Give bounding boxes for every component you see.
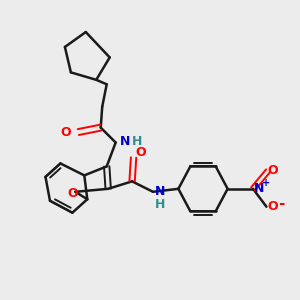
Text: N: N bbox=[254, 182, 264, 195]
Text: O: O bbox=[61, 127, 71, 140]
Text: N: N bbox=[120, 135, 130, 148]
Text: +: + bbox=[262, 178, 270, 188]
Text: N: N bbox=[154, 185, 165, 198]
Text: H: H bbox=[154, 198, 165, 211]
Text: -: - bbox=[278, 196, 284, 211]
Text: O: O bbox=[267, 200, 278, 213]
Text: O: O bbox=[135, 146, 146, 160]
Text: O: O bbox=[267, 164, 278, 176]
Text: O: O bbox=[68, 187, 78, 200]
Text: H: H bbox=[132, 135, 142, 148]
